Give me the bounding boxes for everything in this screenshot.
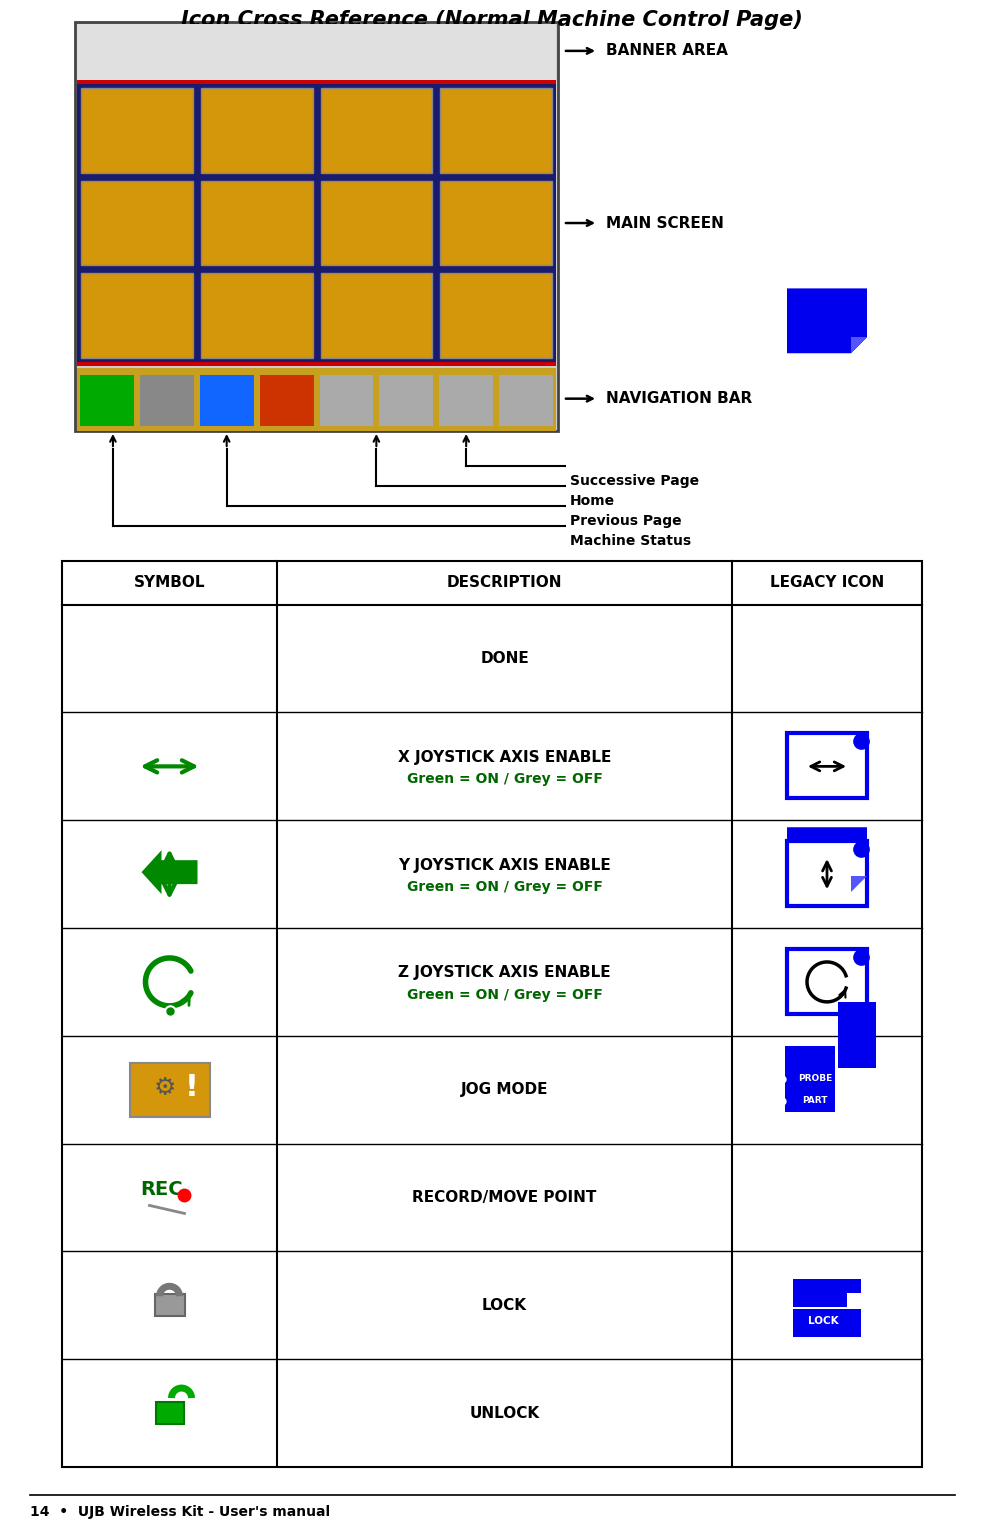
Text: RECORD/MOVE POINT: RECORD/MOVE POINT	[412, 1190, 596, 1205]
Text: NAVIGATION BAR: NAVIGATION BAR	[606, 391, 752, 406]
Text: Green = ON / Grey = OFF: Green = ON / Grey = OFF	[406, 772, 602, 787]
Text: ⚙: ⚙	[154, 1076, 176, 1100]
Bar	[785, 1090, 835, 1111]
Bar	[75, 21, 558, 431]
Polygon shape	[142, 851, 198, 893]
Bar	[440, 181, 552, 265]
Text: DONE: DONE	[480, 651, 528, 667]
Polygon shape	[851, 338, 867, 353]
Bar	[81, 181, 193, 265]
Text: Y JOYSTICK AXIS ENABLE: Y JOYSTICK AXIS ENABLE	[399, 858, 611, 872]
Text: MACH: MACH	[800, 1119, 830, 1128]
Bar	[847, 1294, 861, 1307]
Text: UNLOCK: UNLOCK	[469, 1405, 539, 1420]
Polygon shape	[787, 828, 867, 892]
Bar	[130, 1062, 210, 1117]
Text: PART: PART	[802, 1096, 828, 1105]
Text: Green = ON / Grey = OFF: Green = ON / Grey = OFF	[406, 988, 602, 1001]
Text: REC: REC	[140, 1180, 183, 1199]
Bar	[140, 376, 194, 426]
Bar	[77, 84, 556, 362]
Bar	[321, 274, 432, 358]
Bar	[155, 1402, 183, 1425]
Text: X JOYSTICK AXIS ENABLE: X JOYSTICK AXIS ENABLE	[398, 750, 611, 766]
Bar	[499, 376, 553, 426]
Bar	[785, 1046, 835, 1068]
Text: Machine Status: Machine Status	[570, 534, 691, 548]
Bar	[380, 376, 433, 426]
Bar	[787, 842, 867, 906]
Text: Home: Home	[570, 495, 615, 508]
Text: PRINT: PRINT	[809, 1210, 841, 1221]
Bar	[439, 376, 493, 426]
Bar	[200, 376, 254, 426]
Bar	[321, 88, 432, 172]
Bar	[785, 1068, 835, 1090]
Text: SYMBOL: SYMBOL	[134, 575, 206, 591]
Polygon shape	[787, 288, 867, 353]
Text: Previous Page: Previous Page	[570, 514, 682, 528]
Bar	[62, 560, 922, 1467]
Bar	[81, 274, 193, 358]
Text: Z JOYSTICK AXIS ENABLE: Z JOYSTICK AXIS ENABLE	[399, 965, 611, 980]
Bar	[838, 1001, 876, 1068]
Bar	[81, 88, 193, 172]
Text: Icon Cross Reference (Normal Machine Control Page): Icon Cross Reference (Normal Machine Con…	[181, 11, 803, 30]
Text: Successive Page: Successive Page	[570, 473, 699, 489]
Text: 14  •  UJB Wireless Kit - User's manual: 14 • UJB Wireless Kit - User's manual	[30, 1505, 330, 1519]
Polygon shape	[851, 877, 867, 892]
Text: !: !	[185, 1073, 199, 1102]
Text: BANNER AREA: BANNER AREA	[606, 44, 728, 58]
Bar	[80, 376, 134, 426]
Bar	[321, 181, 432, 265]
Bar	[320, 376, 373, 426]
Text: LOCK: LOCK	[482, 1298, 527, 1313]
Bar	[787, 950, 867, 1014]
Text: UNLOCK: UNLOCK	[801, 1345, 849, 1356]
Text: JOG
MODE: JOG MODE	[842, 1090, 872, 1110]
Text: MAIN SCREEN: MAIN SCREEN	[606, 216, 724, 230]
Text: DESCRIPTION: DESCRIPTION	[447, 575, 562, 591]
Bar	[77, 362, 556, 367]
Text: DONE: DONE	[810, 671, 840, 682]
Text: LEGACY ICON: LEGACY ICON	[769, 575, 885, 591]
Text: PROBE: PROBE	[798, 1075, 832, 1084]
Text: Green = ON / Grey = OFF: Green = ON / Grey = OFF	[406, 880, 602, 893]
Bar	[201, 88, 313, 172]
Bar	[201, 181, 313, 265]
Text: JOG MODE: JOG MODE	[461, 1082, 548, 1097]
Bar	[787, 734, 867, 799]
Bar	[793, 1309, 861, 1338]
Bar	[793, 1280, 861, 1307]
Bar	[201, 274, 313, 358]
Bar	[440, 88, 552, 172]
Text: LOCK: LOCK	[808, 1317, 838, 1326]
Bar	[154, 1294, 185, 1317]
Bar	[260, 376, 314, 426]
Bar	[77, 79, 556, 84]
Bar	[77, 368, 556, 431]
Bar	[440, 274, 552, 358]
Bar	[77, 24, 556, 79]
